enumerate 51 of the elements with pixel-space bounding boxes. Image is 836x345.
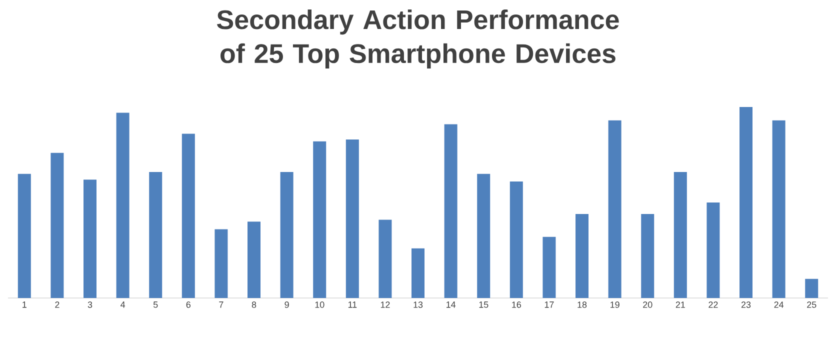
bar — [510, 181, 523, 298]
bar — [378, 220, 392, 298]
bar — [706, 202, 720, 298]
x-tick-label: 20 — [643, 302, 652, 308]
x-tick-label: 7 — [219, 302, 224, 308]
x-tick-label: 18 — [578, 302, 587, 308]
x-tick-label: 5 — [153, 302, 158, 308]
x-tick-label: 19 — [610, 302, 620, 308]
bar — [116, 112, 130, 298]
x-tick-label: 1 — [22, 302, 26, 308]
bar — [740, 106, 753, 298]
x-tick-label: 13 — [414, 302, 423, 308]
bar — [280, 172, 294, 298]
x-tick-label: 4 — [120, 302, 126, 308]
bar — [182, 134, 195, 298]
bar — [149, 172, 162, 298]
bar — [641, 214, 654, 298]
bar — [214, 229, 228, 298]
bar — [313, 141, 326, 298]
bar — [412, 248, 425, 298]
x-tick-label: 23 — [741, 302, 751, 308]
bar — [772, 120, 786, 298]
x-tick-label: 14 — [446, 302, 456, 308]
x-tick-label: 3 — [88, 302, 92, 308]
x-tick-label: 15 — [479, 302, 488, 308]
x-tick-label: 25 — [807, 302, 816, 308]
bar — [576, 214, 589, 298]
x-tick-label: 12 — [380, 302, 390, 308]
bar — [346, 139, 359, 298]
x-tick-label: 8 — [252, 302, 256, 308]
chart-title: Secondary Action Performance of 25 Top Smartphone Devices — [216, 10, 619, 68]
bar — [542, 236, 556, 298]
x-tick-label: 11 — [348, 302, 357, 308]
x-tick-label: 16 — [512, 302, 522, 308]
x-tick-label: 22 — [708, 302, 718, 308]
bar — [18, 174, 31, 298]
x-tick-label: 10 — [315, 302, 324, 308]
bar — [50, 152, 64, 298]
x-tick-label: 24 — [774, 302, 784, 308]
bar — [674, 172, 687, 298]
x-tick-label: 21 — [676, 302, 685, 308]
x-tick-label: 2 — [55, 302, 60, 308]
bar — [444, 124, 458, 298]
bar — [805, 278, 818, 298]
bar — [477, 174, 490, 298]
bar — [608, 120, 622, 298]
x-tick-label: 9 — [284, 302, 289, 308]
x-tick-label: 6 — [186, 302, 191, 308]
x-tick-label: 17 — [544, 302, 554, 308]
bar — [84, 180, 97, 298]
bar — [248, 222, 261, 298]
